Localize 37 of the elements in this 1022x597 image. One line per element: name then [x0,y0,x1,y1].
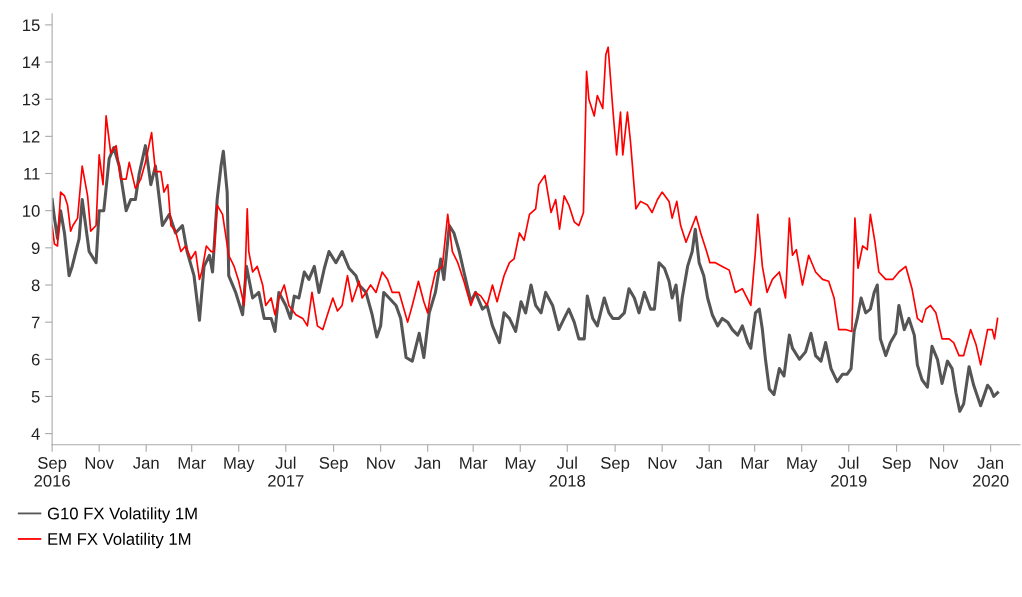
x-tick-label: Nov [367,457,396,469]
x-tick-label: Mar [178,457,206,469]
y-tick-label: 14 [23,56,40,69]
y-tick-label: 10 [23,205,40,217]
x-tick-label: May [787,457,818,473]
x-tick-label: May [224,457,255,473]
x-tick-label: Jan [414,457,441,469]
y-tick-label: 6 [31,353,40,366]
y-tick-label: 7 [31,316,40,329]
x-tick-label: Jul 2019 [831,456,867,487]
x-tick-label: Jul 2018 [549,456,586,487]
x-tick-label: Sep [882,457,911,473]
x-tick-label: Jan [695,457,722,469]
x-tick-label: Sep [319,457,348,473]
x-tick-label: Jul 2017 [268,456,304,487]
legend-label: EM FX Volatility 1M [48,532,191,549]
x-tick-label: Sep 2016 [34,457,70,487]
line-series [52,144,1000,413]
x-tick-label: Mar [460,457,488,469]
line-series [52,46,999,366]
x-tick-label: Jan 2020 [972,457,1009,487]
y-tick-label: 5 [31,391,40,403]
x-tick-label: May [505,457,536,473]
y-tick-label: 4 [31,428,40,440]
legend-label: G10 FX Volatility 1M [47,507,197,523]
y-tick-label: 13 [23,93,40,106]
x-tick-label: Sep [601,457,630,473]
x-tick-label: Nov [930,457,959,469]
y-tick-label: 8 [31,279,40,292]
y-tick-label: 9 [31,242,40,255]
y-tick-label: 15 [23,19,40,32]
x-tick-label: Jan [133,457,159,469]
x-tick-label: Nov [85,457,114,469]
x-tick-label: Nov [648,457,677,469]
y-tick-label: 12 [23,130,40,143]
y-tick-label: 11 [24,168,40,180]
x-tick-label: Mar [741,457,769,469]
